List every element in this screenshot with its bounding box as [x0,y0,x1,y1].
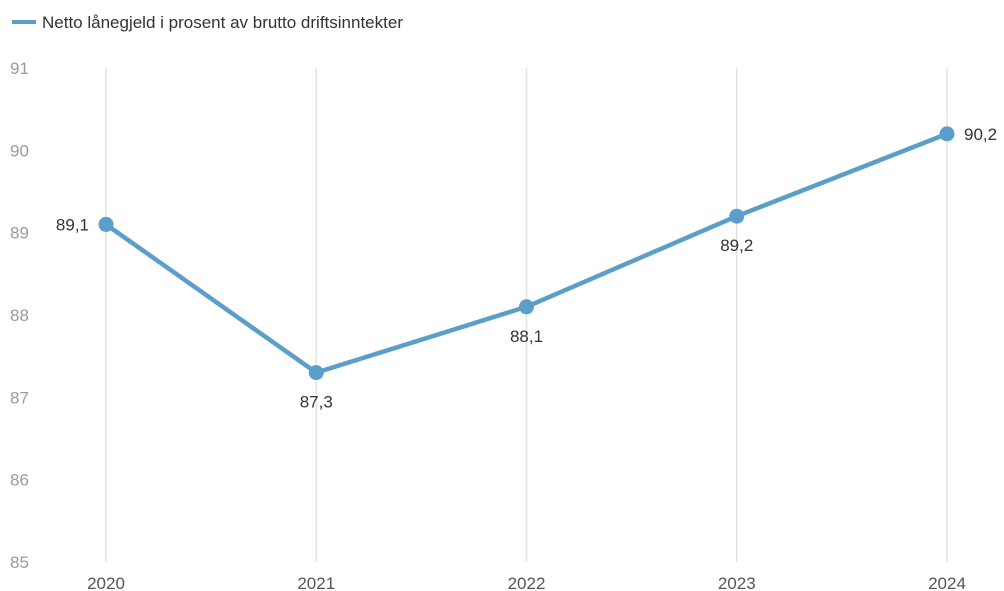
x-tick-label: 2024 [928,574,966,591]
grid-lines [105,68,948,562]
y-tick-label: 85 [10,553,29,572]
data-label: 88,1 [510,327,543,346]
data-point-2022 [519,299,534,315]
x-tick-label: 2022 [508,574,546,591]
data-label: 90,2 [964,125,997,144]
data-point-2021 [308,365,324,381]
y-tick-label: 89 [10,224,29,243]
y-tick-label: 86 [10,471,29,490]
data-label: 89,2 [720,236,753,255]
data-label: 89,1 [56,215,89,234]
y-axis-ticks: 85 86 87 88 89 90 91 [10,59,29,572]
series-layer: 89,1 87,3 88,1 89,2 90,2 [56,125,997,412]
data-point-2024 [939,126,955,142]
x-tick-label: 2021 [297,574,335,591]
x-tick-label: 2020 [87,574,125,591]
y-tick-label: 91 [10,59,29,78]
x-axis-ticks: 2020 2021 2022 2023 2024 [87,574,966,591]
data-label: 87,3 [300,393,333,412]
data-point-2023 [729,208,745,224]
data-point-2020 [98,216,114,232]
y-tick-label: 87 [10,388,29,407]
x-tick-label: 2023 [718,574,756,591]
y-tick-label: 90 [10,141,29,160]
legend: Netto lånegjeld i prosent av brutto drif… [12,13,403,32]
y-tick-label: 88 [10,306,29,325]
legend-label: Netto lånegjeld i prosent av brutto drif… [42,13,403,32]
